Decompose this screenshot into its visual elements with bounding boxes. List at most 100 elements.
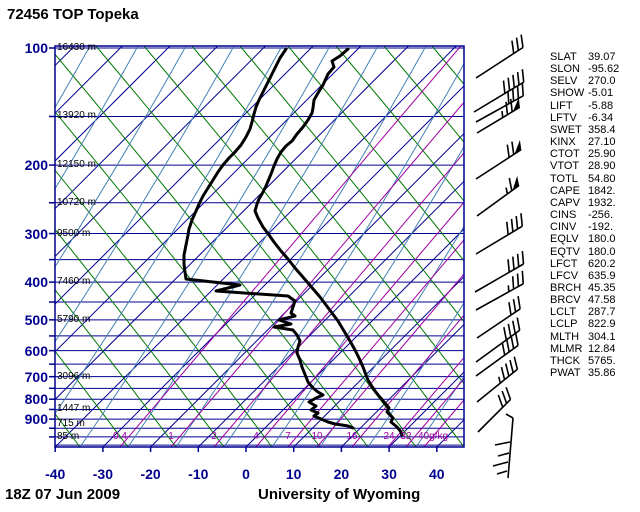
indices-panel: SLAT 39.07 SLON -95.62 SELV 270.0 SHOW -5.01 LIF…: [550, 51, 619, 379]
height-label: 10720 m: [57, 196, 96, 208]
stat-value: 180.0: [588, 233, 616, 246]
stat-label: CINS: [550, 209, 577, 222]
stat-row: LFTV -6.34: [550, 112, 619, 124]
mixing-ratio-label: 16: [346, 431, 358, 442]
wind-barb: [476, 295, 521, 339]
stat-value: 47.58: [588, 294, 616, 307]
stat-value: 1932.: [588, 196, 616, 209]
pressure-tick-label: 300: [24, 225, 48, 242]
stat-value: 287.7: [588, 306, 616, 319]
stat-value: -5.01: [588, 87, 614, 100]
wind-barb: [477, 386, 512, 433]
stat-value: 25.90: [588, 148, 616, 161]
pressure-tick-label: 600: [24, 342, 48, 359]
stat-row: SLON -95.62: [550, 63, 619, 75]
stat-label: PWAT: [550, 367, 581, 380]
temperature-tick-label: 30: [381, 466, 397, 482]
wind-barb: [475, 82, 525, 123]
pressure-tick-label: 400: [24, 274, 48, 291]
stat-row: EQLV 180.0: [550, 233, 619, 245]
temperature-tick-label: -30: [92, 466, 113, 482]
stat-label: VTOT: [550, 160, 580, 173]
stat-label: CINV: [550, 221, 577, 234]
stat-value: -192.: [588, 221, 614, 234]
stat-row: EQTV 180.0: [550, 246, 619, 258]
plot-border: [54, 45, 465, 448]
height-label: 12150 m: [57, 159, 96, 171]
wind-barb: [476, 97, 521, 134]
stat-value: 28.90: [588, 160, 616, 173]
stat-value: 1842.: [588, 184, 616, 197]
height-label: 7460 m: [57, 276, 91, 288]
stat-label: CAPE: [550, 184, 580, 197]
stat-label: THCK: [550, 354, 580, 367]
stat-row: THCK 5765.: [550, 355, 619, 367]
stat-value: 27.10: [588, 136, 616, 149]
height-label: 9500 m: [57, 227, 91, 239]
stat-label: SLAT: [550, 51, 577, 63]
wind-barb: [473, 69, 525, 113]
stat-row: SLAT 39.07: [550, 51, 619, 63]
stat-value: 635.9: [588, 269, 616, 282]
stat-row: MLTH 304.1: [550, 331, 619, 343]
stat-label: LFCV: [550, 269, 579, 282]
temperature-tick-label: -40: [45, 466, 66, 482]
mixing-ratio-label: 4: [253, 431, 259, 442]
stat-value: 35.86: [588, 367, 616, 380]
stat-row: TOTL 54.80: [550, 173, 619, 185]
stat-label: LCLP: [550, 318, 578, 331]
wind-barb: [475, 270, 525, 311]
height-label: 16430 m: [57, 42, 96, 53]
stat-value: 620.2: [588, 257, 616, 270]
pressure-tick-label: 800: [24, 391, 48, 408]
mixing-ratio-label: 2: [211, 431, 217, 442]
stat-row: CINV -192.: [550, 221, 619, 233]
stat-value: 54.80: [588, 172, 616, 185]
temperature-tick-label: -10: [188, 466, 209, 482]
stat-label: LCLT: [550, 306, 577, 319]
stat-label: KINX: [550, 136, 576, 149]
wind-barb: [476, 175, 520, 217]
stat-label: LIFT: [550, 99, 573, 112]
stat-label: SLON: [550, 63, 580, 76]
wind-barb: [475, 34, 524, 79]
stat-row: LIFT -5.88: [550, 100, 619, 112]
stat-value: 39.07: [588, 51, 616, 63]
dewpoint-trace: [182, 47, 355, 430]
stat-label: SHOW: [550, 87, 585, 100]
mixing-ratio-label: 24: [383, 431, 395, 442]
stat-value: 358.4: [588, 123, 616, 136]
mixing-ratio-label: 7: [285, 431, 291, 442]
stat-row: BRCV 47.58: [550, 294, 619, 306]
height-label: 85 m: [57, 430, 80, 442]
height-label: 5790 m: [57, 313, 91, 325]
stat-label: EQTV: [550, 245, 580, 258]
stat-value: -256.: [588, 209, 614, 222]
stat-value: 12.84: [588, 342, 616, 355]
stat-row: PWAT 35.86: [550, 367, 619, 379]
surface-wind-barb: [492, 413, 514, 479]
stat-label: EQLV: [550, 233, 579, 246]
background-grid: [55, 46, 464, 447]
stat-row: SHOW -5.01: [550, 87, 619, 99]
wind-barb: [476, 356, 519, 403]
stat-row: KINX 27.10: [550, 136, 619, 148]
stat-label: LFTV: [550, 111, 577, 124]
wind-barb: [475, 332, 519, 377]
stat-row: SELV 270.0: [550, 75, 619, 87]
stat-value: -6.34: [588, 111, 614, 124]
sounding-datetime: 18Z 07 Jun 2009: [5, 486, 121, 503]
stat-label: CAPV: [550, 196, 580, 209]
stat-label: SELV: [550, 75, 578, 88]
mixing-ratio-label: 1: [168, 431, 174, 442]
stat-row: VTOT 28.90: [550, 160, 619, 172]
stat-row: CINS -256.: [550, 209, 619, 221]
mixing-ratio-label: 0.4: [113, 431, 127, 442]
pressure-tick-label: 200: [24, 157, 48, 174]
pressure-tick-label: 500: [24, 311, 48, 328]
wind-barb: [475, 317, 521, 363]
wind-barb: [475, 213, 524, 255]
stat-value: -5.88: [588, 99, 614, 112]
